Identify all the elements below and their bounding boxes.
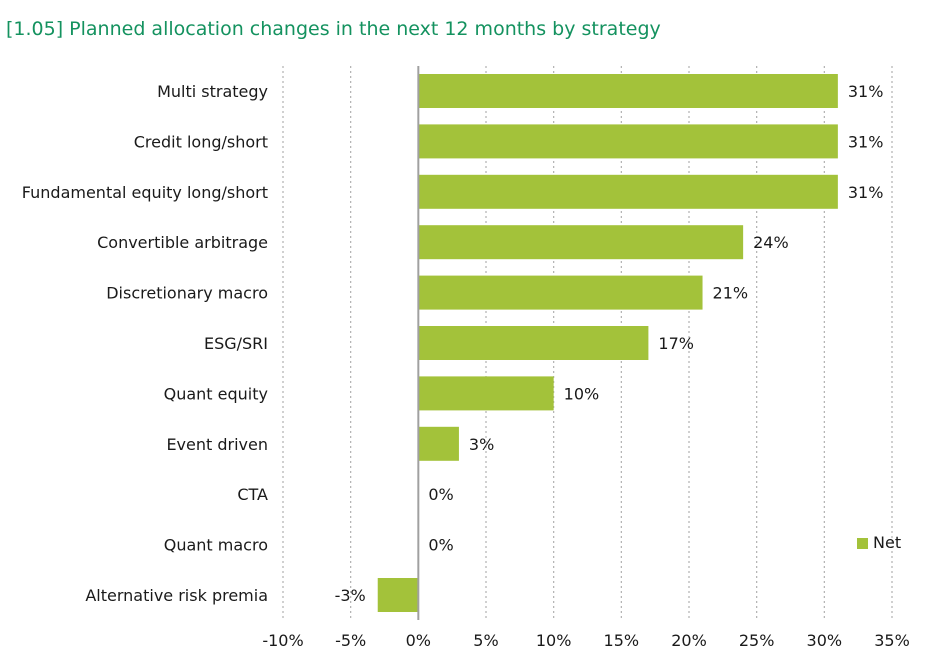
bar [418, 225, 744, 260]
x-tick-label: 10% [536, 631, 572, 650]
chart-title: [1.05] Planned allocation changes in the… [6, 18, 661, 40]
data-label: 10% [564, 384, 600, 403]
x-tick-label: 20% [671, 631, 707, 650]
bar [418, 326, 649, 360]
category-label: ESG/SRI [204, 334, 268, 353]
x-tick-label: -5% [335, 631, 366, 650]
category-label: Fundamental equity long/short [22, 183, 268, 202]
data-label: 0% [428, 485, 453, 504]
category-label: Alternative risk premia [85, 586, 268, 605]
bar [418, 124, 838, 159]
bar [418, 275, 703, 310]
category-label: CTA [237, 485, 268, 504]
x-tick-label: 35% [874, 631, 910, 650]
bar [418, 74, 838, 108]
data-label: 17% [658, 334, 694, 353]
data-label: -3% [335, 586, 366, 605]
bar [377, 578, 419, 612]
legend-swatch [857, 538, 868, 549]
x-tick-label: 0% [406, 631, 431, 650]
data-label: 3% [469, 435, 494, 454]
category-label: Convertible arbitrage [97, 233, 268, 252]
data-label: 24% [753, 233, 789, 252]
legend-label: Net [873, 533, 901, 552]
bar [418, 376, 554, 411]
bar [418, 174, 838, 209]
data-label: 31% [848, 132, 884, 151]
category-label: Quant macro [164, 536, 268, 555]
bar [418, 426, 459, 461]
data-label: 0% [428, 536, 453, 555]
category-label: Discretionary macro [106, 284, 268, 303]
x-tick-label: -10% [262, 631, 303, 650]
x-tick-label: 30% [807, 631, 843, 650]
category-label: Credit long/short [134, 132, 268, 151]
x-tick-label: 5% [473, 631, 498, 650]
category-label: Quant equity [164, 384, 268, 403]
labels: -10% -5% 0% 5% 10% 15% 20% 25% 30% 35% Multi strat… [22, 82, 910, 650]
category-label: Multi strategy [157, 82, 268, 101]
x-tick-label: 15% [604, 631, 640, 650]
bars [377, 74, 838, 612]
x-tick-label: 25% [739, 631, 775, 650]
data-label: 31% [848, 183, 884, 202]
data-label: 21% [713, 284, 749, 303]
data-label: 31% [848, 82, 884, 101]
category-label: Event driven [166, 435, 268, 454]
legend: Net [857, 533, 901, 552]
